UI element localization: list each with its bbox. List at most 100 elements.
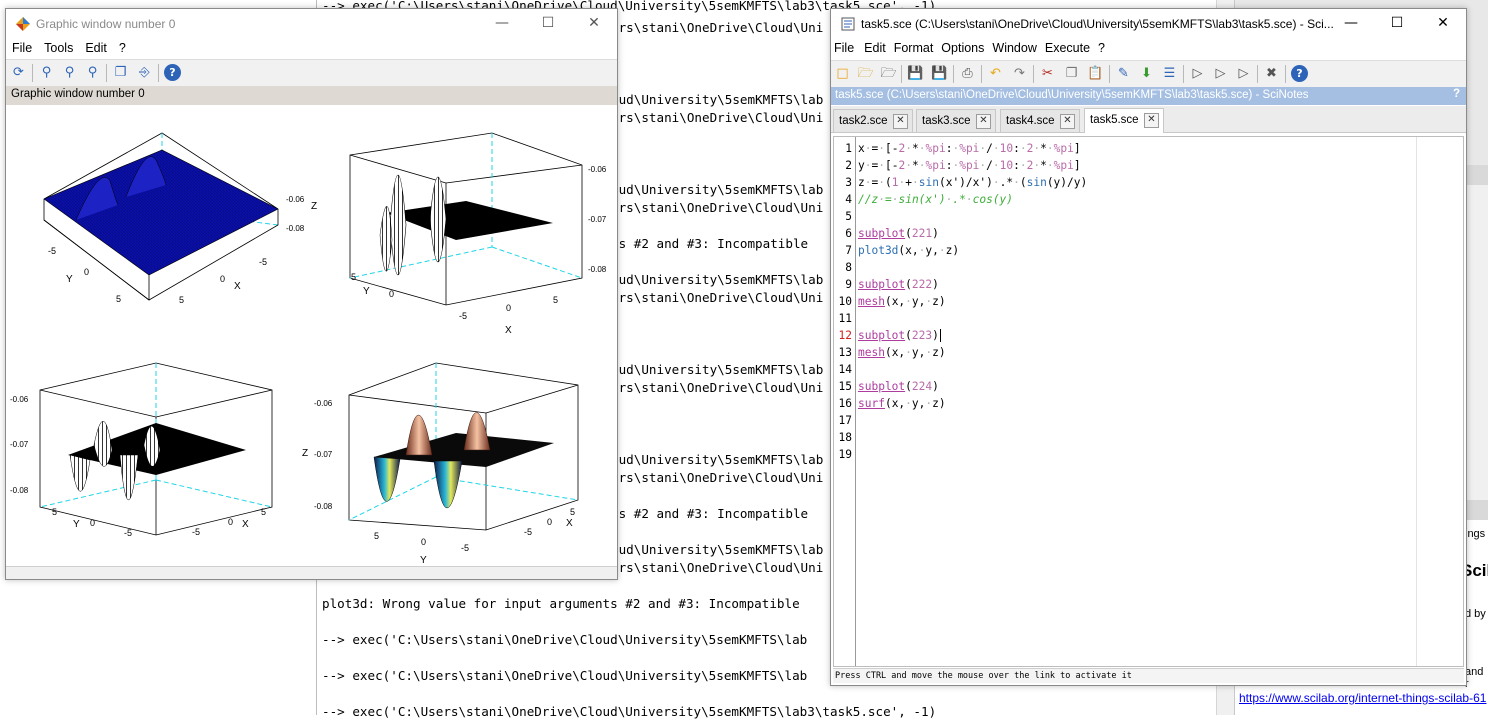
help-question-mark[interactable]: ? [1452, 88, 1460, 100]
z-tick: -0.06 [588, 165, 607, 174]
menu-help[interactable]: ? [1098, 41, 1105, 55]
y-tick: -5 [461, 543, 469, 553]
line-number: 9 [845, 278, 852, 291]
maximize-button[interactable]: ☐ [541, 15, 555, 31]
close-tab-icon[interactable]: ✕ [1144, 113, 1159, 128]
line-number: 8 [845, 261, 852, 274]
close-button[interactable]: ✕ [1437, 15, 1449, 31]
internet-things-link[interactable]: https://www.scilab.org/internet-things-s… [1239, 691, 1487, 705]
menu-file[interactable]: File [12, 41, 33, 55]
tab-task4[interactable]: task4.sce ✕ [1000, 109, 1080, 132]
execute-save-icon[interactable]: ▷ [1215, 66, 1226, 81]
graphic-window-titlebar[interactable]: Graphic window number 0 — ☐ ✕ [6, 9, 617, 39]
menu-options[interactable]: Options [941, 41, 985, 55]
console-line: --> exec('C:\Users\stani\OneDrive\Cloud\… [322, 668, 808, 683]
console-line: ers\stani\OneDrive\Cloud\Uni [611, 20, 824, 35]
menu-help[interactable]: ? [118, 41, 126, 55]
execute-icon[interactable]: ▷ [1192, 66, 1203, 81]
z-tick: -0.08 [10, 486, 29, 495]
menu-file[interactable]: File [834, 41, 855, 55]
figure-canvas[interactable]: -0.06 -0.08 Z -5 0 5 Y 5 0 -5 X [6, 105, 617, 567]
close-tab-icon[interactable]: ✕ [893, 114, 908, 129]
structure-icon[interactable]: ☰ [1163, 66, 1176, 81]
print-icon[interactable]: ⎙ [962, 66, 973, 81]
toolbar-separator [901, 65, 902, 83]
help-icon[interactable]: ? [164, 64, 181, 81]
minimize-button[interactable]: — [495, 15, 509, 31]
window-title: task5.sce (C:\Users\stani\OneDrive\Cloud… [861, 17, 1334, 31]
scilab-logo-icon [16, 17, 30, 31]
panel-text-fragment: d by [1465, 608, 1486, 620]
tab-task5[interactable]: task5.sce ✕ [1084, 108, 1164, 133]
paste-icon[interactable]: 📋 [1087, 66, 1104, 81]
graphic-window[interactable]: Graphic window number 0 — ☐ ✕ File Tools E… [5, 8, 618, 580]
panel-text-fragment: ings [1465, 528, 1486, 540]
rotate-icon[interactable]: ⟳ [13, 65, 24, 80]
line-number: 5 [845, 210, 852, 223]
graphic-info-bar: Graphic window number 0 [6, 86, 617, 105]
tab-task2[interactable]: task2.sce ✕ [833, 109, 913, 132]
line-number: 18 [838, 431, 852, 444]
menu-window[interactable]: Window [992, 41, 1037, 55]
y-tick: -5 [124, 528, 132, 538]
line-number-current: 12 [838, 329, 852, 342]
code-line: y·=·[-2·*·%pi:·%pi·/·10:·2·*·%pi] [858, 159, 1081, 172]
z-tick: -0.07 [588, 215, 607, 224]
close-tab-icon[interactable]: ✕ [1060, 114, 1075, 129]
z-tick: -0.08 [588, 265, 607, 274]
close-tab-icon[interactable]: ✕ [976, 114, 991, 129]
console-line: oud\University\5semKMFTS\lab [611, 272, 824, 287]
line-number: 7 [845, 244, 852, 257]
redo-icon[interactable]: ↷ [1014, 66, 1025, 81]
x-tick: 0 [220, 274, 225, 284]
zoom-out-icon[interactable]: ⚲ [87, 65, 98, 80]
undo-icon[interactable]: ↶ [990, 66, 1001, 81]
status-text: Press CTRL and move the mouse over the l… [835, 671, 1132, 681]
code-line: //z·=·sin(x')·.*·cos(y) [858, 193, 1014, 206]
minimize-button[interactable]: — [1344, 15, 1358, 31]
x-tick: -5 [524, 527, 532, 537]
new-file-icon[interactable]: □ [836, 66, 849, 81]
copy-icon[interactable]: ❐ [1065, 66, 1078, 81]
menu-execute[interactable]: Execute [1044, 41, 1091, 55]
help-icon[interactable]: ? [1291, 65, 1308, 82]
scinotes-statusbar: Press CTRL and move the mouse over the l… [833, 668, 1464, 683]
info-label: Graphic window number 0 [11, 88, 145, 100]
execute-until-icon[interactable]: ▷ [1238, 66, 1249, 81]
tab-task3[interactable]: task3.sce ✕ [916, 109, 996, 132]
close-button[interactable]: ✕ [588, 15, 600, 31]
zoom-in-icon[interactable]: ⚲ [41, 65, 52, 80]
download-icon[interactable]: ⬇ [1141, 66, 1152, 81]
y-tick: 0 [421, 537, 426, 547]
zoom-fit-icon[interactable]: ⚲ [64, 65, 75, 80]
datatip-icon[interactable]: ❐ [114, 65, 127, 80]
console-line: ers\stani\OneDrive\Cloud\Uni [611, 560, 824, 575]
menu-edit[interactable]: Edit [85, 41, 107, 55]
x-tick: -5 [192, 527, 200, 537]
axes-editor-icon[interactable]: ⎆ [139, 65, 150, 80]
console-line: oud\University\5semKMFTS\lab [611, 92, 824, 107]
console-line: ers\stani\OneDrive\Cloud\Uni [611, 470, 824, 485]
scinotes-window[interactable]: task5.sce (C:\Users\stani\OneDrive\Cloud… [830, 8, 1467, 686]
right-margin-guide [1416, 137, 1417, 666]
menu-edit[interactable]: Edit [864, 41, 886, 55]
console-line: oud\University\5semKMFTS\lab [611, 182, 824, 197]
code-editor[interactable]: 1 2 3 4 5 6 7 8 9 10 11 12 13 14 15 16 1… [833, 136, 1464, 667]
toolbar-separator [1183, 65, 1184, 83]
preferences-icon[interactable]: ✖ [1266, 66, 1277, 81]
y-tick: 5 [351, 272, 356, 282]
console-line: plot3d: Wrong value for input arguments … [322, 596, 800, 611]
x-axis-label: X [242, 519, 249, 530]
y-axis-label: Y [66, 274, 73, 285]
save-icon[interactable]: 💾 [907, 66, 924, 81]
x-tick: 5 [553, 295, 558, 305]
open-folder-icon[interactable]: 🗁 [857, 66, 874, 81]
open-recent-icon[interactable]: 🗁 [880, 66, 897, 81]
menu-format[interactable]: Format [893, 41, 934, 55]
menu-tools[interactable]: Tools [44, 41, 74, 55]
cut-icon[interactable]: ✂ [1042, 66, 1053, 81]
save-as-icon[interactable]: 💾 [931, 66, 948, 81]
maximize-button[interactable]: ☐ [1390, 15, 1404, 31]
scinotes-titlebar[interactable]: task5.sce (C:\Users\stani\OneDrive\Cloud… [831, 9, 1466, 39]
find-icon[interactable]: ✎ [1118, 66, 1129, 81]
